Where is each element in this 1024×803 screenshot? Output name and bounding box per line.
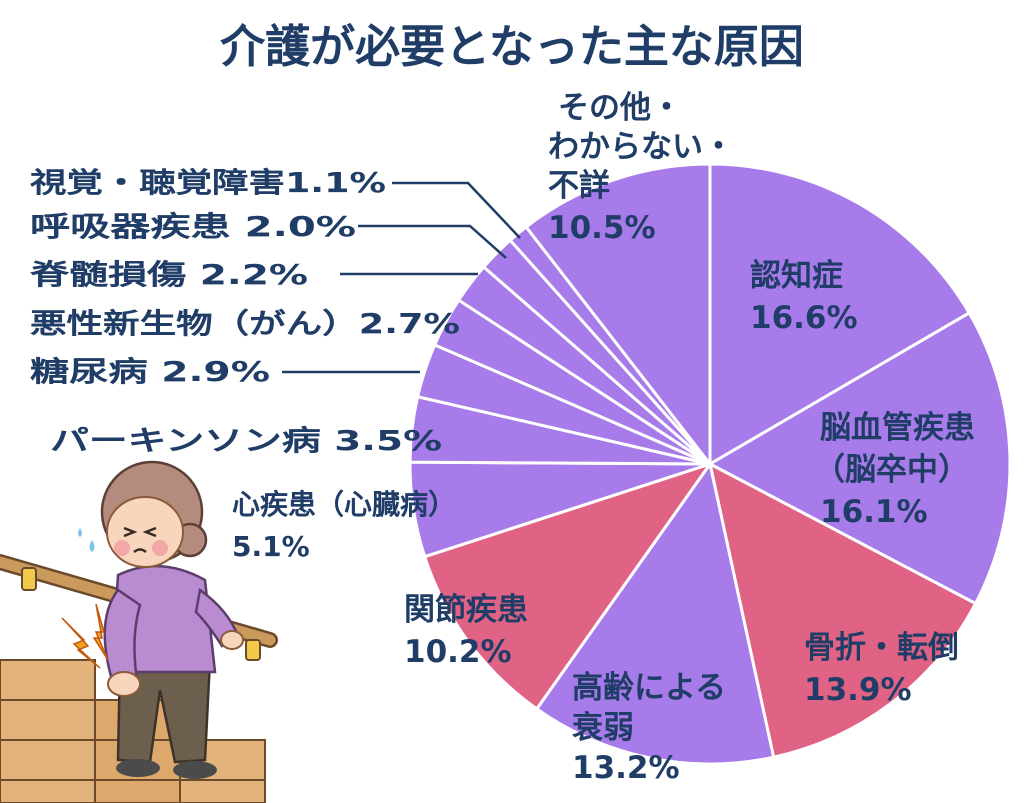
label-fracture-line: 骨折・転倒 <box>804 630 959 666</box>
pie-slice <box>422 461 714 711</box>
label-heart-line: 5.1% <box>232 530 310 563</box>
label-frailty-line: 衰弱 <box>572 710 634 746</box>
pants <box>116 658 212 764</box>
label-frailty-line: 高齢による <box>572 670 726 706</box>
mouth <box>133 548 147 554</box>
pie-slices <box>408 162 1012 766</box>
right-shoe <box>173 761 217 779</box>
label-joint: 関節疾患 10.2% <box>404 592 539 670</box>
label-frailty: 高齢による 衰弱 13.2% <box>572 670 737 786</box>
label-joint-line: 10.2% <box>404 634 512 670</box>
label-spinal: 脊髄損傷 2.2% <box>29 258 308 291</box>
label-heart-line: 心疾患（心臓病） <box>232 488 456 521</box>
label-diabetes: 糖尿病 2.9% <box>30 355 270 388</box>
label-other-line: わからない・ <box>548 129 734 165</box>
left-eye <box>123 526 138 538</box>
pie-slice <box>708 162 972 467</box>
label-other-line: 10.5% <box>548 210 656 246</box>
label-stroke-line: 脳血管疾患 <box>820 410 975 446</box>
label-joint-line: 関節疾患 <box>404 592 528 628</box>
label-dementia-line: 認知症 <box>750 258 843 294</box>
label-fracture: 骨折・転倒 13.9% <box>804 630 970 708</box>
label-cancer: 悪性新生物（がん）2.7% <box>30 307 460 340</box>
sweat-drop <box>78 528 82 537</box>
leader-lines <box>282 181 521 374</box>
leader-line-vision-hearing <box>392 181 521 239</box>
pie-slice <box>534 460 776 766</box>
label-dementia-line: 16.6% <box>750 300 858 336</box>
label-other: その他・ わからない・ 不詳 10.5% <box>548 90 745 246</box>
pie-slice <box>707 461 978 759</box>
pain-bolt-icon <box>61 617 101 669</box>
pain-bolt-icon <box>92 603 109 661</box>
sweat-drop <box>89 540 95 552</box>
label-respiratory: 呼吸器疾患 2.0% <box>30 210 356 243</box>
label-other-line: 不詳 <box>548 168 610 204</box>
pie-slice <box>706 310 1012 606</box>
right-eye <box>142 526 157 538</box>
label-other-line: その他・ <box>558 90 682 126</box>
pie-slice <box>524 162 712 469</box>
chart-title: 介護が必要となった主な原因 <box>220 20 804 73</box>
label-vision-hearing: 視覚・聴覚障害1.1% <box>30 166 386 199</box>
left-shoe <box>116 759 160 777</box>
leader-line-respiratory <box>358 224 507 259</box>
label-parkinson: パーキンソン病 3.5% <box>50 424 442 457</box>
label-stroke: 脳血管疾患 （脳卒中） 16.1% <box>814 410 986 530</box>
right-cheek <box>152 540 168 556</box>
left-cheek <box>114 540 130 556</box>
label-heart: 心疾患（心臓病） 5.1% <box>232 488 466 563</box>
hand-on-rail <box>220 630 244 650</box>
label-stroke-line: 16.1% <box>820 494 928 530</box>
label-stroke-line: （脳卒中） <box>814 452 969 488</box>
label-dementia: 認知症 16.6% <box>750 258 858 336</box>
label-fracture-line: 13.9% <box>804 672 912 708</box>
hand-on-knee <box>107 671 141 697</box>
label-frailty-line: 13.2% <box>572 750 680 786</box>
elderly-woman-illustration <box>0 460 278 803</box>
